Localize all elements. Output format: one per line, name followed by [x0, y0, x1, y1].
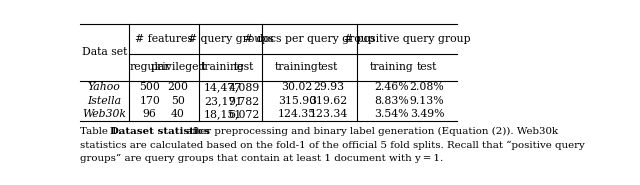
Text: statistics are calculated based on the fold-1 of the official 5 fold splits. Rec: statistics are calculated based on the f…: [80, 140, 585, 150]
Text: 8.83%: 8.83%: [374, 96, 409, 106]
Text: 23,171: 23,171: [204, 96, 242, 106]
Text: 2.08%: 2.08%: [410, 82, 444, 92]
Text: # docs per query group: # docs per query group: [244, 34, 375, 44]
Text: Table 1:: Table 1:: [80, 127, 125, 136]
Text: privileged: privileged: [150, 62, 205, 72]
Text: test: test: [417, 62, 437, 72]
Text: # features: # features: [135, 34, 193, 44]
Text: 96: 96: [143, 110, 157, 120]
Text: 9,782: 9,782: [228, 96, 260, 106]
Text: # positive query group: # positive query group: [344, 34, 470, 44]
Text: training: training: [201, 62, 245, 72]
Text: Istella: Istella: [87, 96, 122, 106]
Text: Web30k: Web30k: [83, 110, 126, 120]
Text: 500: 500: [140, 82, 160, 92]
Text: 3.54%: 3.54%: [374, 110, 409, 120]
Text: training: training: [275, 62, 319, 72]
Text: 315.90: 315.90: [278, 96, 316, 106]
Text: 319.62: 319.62: [309, 96, 348, 106]
Text: 2.46%: 2.46%: [374, 82, 409, 92]
Text: Dataset statistics: Dataset statistics: [110, 127, 210, 136]
Text: 30.02: 30.02: [282, 82, 313, 92]
Text: # query groups: # query groups: [188, 34, 273, 44]
Text: test: test: [234, 62, 255, 72]
Text: groups” are query groups that contain at least 1 document with y = 1.: groups” are query groups that contain at…: [80, 154, 444, 163]
Text: test: test: [318, 62, 339, 72]
Text: after preprocessing and binary label generation (Equation (2)). Web30k: after preprocessing and binary label gen…: [183, 127, 558, 136]
Text: 123.34: 123.34: [309, 110, 348, 120]
Text: training: training: [370, 62, 413, 72]
Text: 3.49%: 3.49%: [410, 110, 444, 120]
Text: 4,089: 4,089: [228, 82, 260, 92]
Text: 18,151: 18,151: [204, 110, 242, 120]
Text: 6,072: 6,072: [228, 110, 260, 120]
Text: regular: regular: [129, 62, 170, 72]
Text: 29.93: 29.93: [313, 82, 344, 92]
Text: Yahoo: Yahoo: [88, 82, 121, 92]
Text: 170: 170: [140, 96, 160, 106]
Text: 50: 50: [171, 96, 185, 106]
Text: 200: 200: [168, 82, 188, 92]
Text: 9.13%: 9.13%: [410, 96, 444, 106]
Text: 14,477: 14,477: [204, 82, 242, 92]
Text: Data set: Data set: [82, 47, 127, 57]
Text: 40: 40: [171, 110, 185, 120]
Text: 124.35: 124.35: [278, 110, 316, 120]
